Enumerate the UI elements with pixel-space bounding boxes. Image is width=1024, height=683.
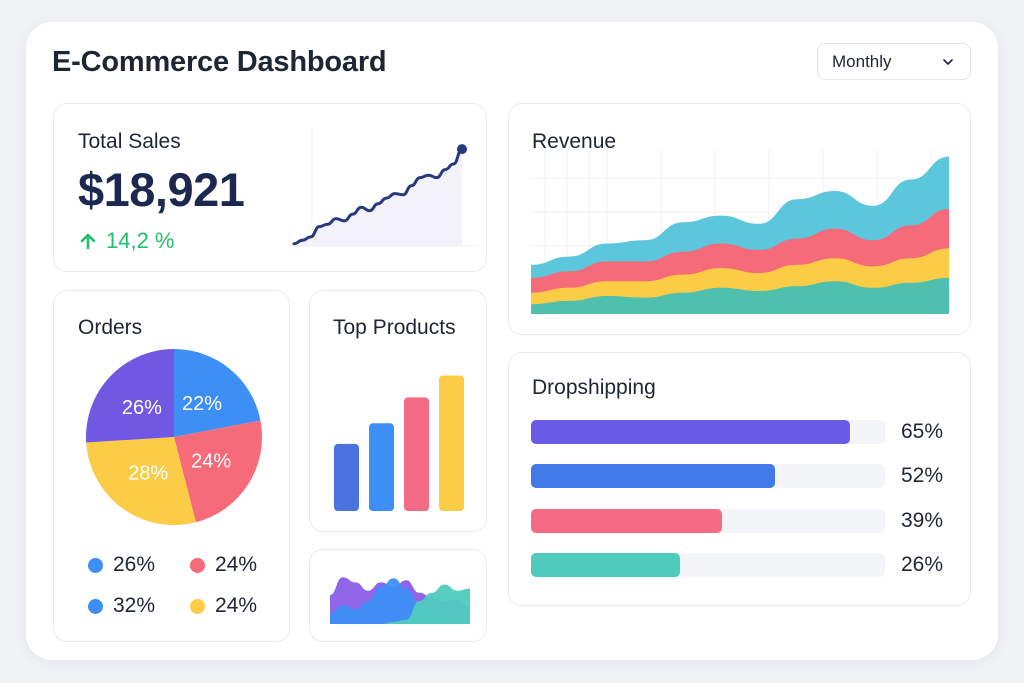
revenue-area-chart xyxy=(531,150,951,314)
total-sales-title: Total Sales xyxy=(78,130,181,153)
sales-area-fill xyxy=(294,149,462,246)
orders-legend-item: 24% xyxy=(190,594,257,618)
top-products-card: Top Products xyxy=(309,290,487,532)
arrow-up-icon xyxy=(80,233,96,250)
progress-fill xyxy=(531,420,850,444)
top-products-bar-chart xyxy=(334,375,464,511)
orders-legend-item: 26% xyxy=(88,553,155,577)
total-sales-card: Total Sales $18,921 14,2 % xyxy=(53,103,487,272)
dropshipping-row: 52% xyxy=(531,464,945,488)
dropshipping-card: Dropshipping 65% 52% 39% 26% xyxy=(508,352,971,606)
top-products-title: Top Products xyxy=(333,316,456,339)
orders-legend-item: 32% xyxy=(88,594,155,618)
orders-legend-label: 24% xyxy=(215,594,258,617)
revenue-title: Revenue xyxy=(532,130,617,153)
product-bar xyxy=(334,443,359,511)
orders-legend-label: 26% xyxy=(113,553,156,576)
mini-trend-chart xyxy=(330,577,470,624)
dropshipping-percent: 39% xyxy=(901,509,944,532)
period-select-value: Monthly xyxy=(832,51,892,71)
product-bar xyxy=(439,375,464,511)
dropshipping-percent: 52% xyxy=(901,464,944,487)
mini-area-teal xyxy=(330,584,470,624)
progress-fill xyxy=(531,464,776,488)
pie-label: 24% xyxy=(191,451,231,473)
sales-line xyxy=(292,147,464,246)
dropshipping-row: 39% xyxy=(531,509,945,533)
legend-dot xyxy=(88,598,103,614)
total-sales-line-chart xyxy=(290,130,476,247)
progress-track xyxy=(531,553,885,577)
progress-fill xyxy=(531,553,680,577)
area-series-teal xyxy=(531,277,949,314)
progress-track xyxy=(531,420,885,444)
orders-pie-chart: 22% 24% 28% 26% xyxy=(85,349,262,526)
dropshipping-row: 26% xyxy=(531,553,945,577)
progress-track xyxy=(531,464,885,488)
total-sales-value: $18,921 xyxy=(78,163,245,216)
orders-legend-item: 24% xyxy=(190,553,257,577)
pie-label: 26% xyxy=(122,397,162,419)
pie-slice xyxy=(174,349,261,437)
orders-title: Orders xyxy=(78,316,143,339)
period-select[interactable]: Monthly xyxy=(817,43,971,80)
orders-legend-label: 32% xyxy=(113,594,156,617)
product-bar xyxy=(404,397,429,511)
pie-slice xyxy=(86,437,196,526)
progress-track xyxy=(531,509,885,533)
orders-legend-label: 24% xyxy=(215,553,258,576)
pie-label: 22% xyxy=(182,393,222,415)
dropshipping-title: Dropshipping xyxy=(532,376,656,399)
dropshipping-percent: 65% xyxy=(901,420,944,443)
sales-end-point xyxy=(457,144,467,155)
legend-dot xyxy=(88,557,103,573)
legend-dot xyxy=(190,598,205,614)
pie-slice xyxy=(85,349,174,443)
orders-card: Orders 22% 24% 28% 26% 26% 24% 32% 24% xyxy=(53,290,290,642)
total-sales-change: 14,2 % xyxy=(78,228,175,254)
total-sales-change-value: 14,2 % xyxy=(106,228,175,253)
chevron-down-icon xyxy=(943,58,953,65)
pie-label: 28% xyxy=(128,463,168,485)
dropshipping-percent: 26% xyxy=(901,553,944,576)
dropshipping-row: 65% xyxy=(531,420,945,444)
product-bar xyxy=(369,423,394,511)
progress-fill xyxy=(531,509,723,533)
page-title: E-Commerce Dashboard xyxy=(52,46,387,78)
mini-area-blue xyxy=(330,578,470,624)
revenue-card: Revenue xyxy=(508,103,971,335)
legend-dot xyxy=(190,557,205,573)
mini-trend-card xyxy=(309,549,487,642)
pie-slice xyxy=(174,420,262,523)
